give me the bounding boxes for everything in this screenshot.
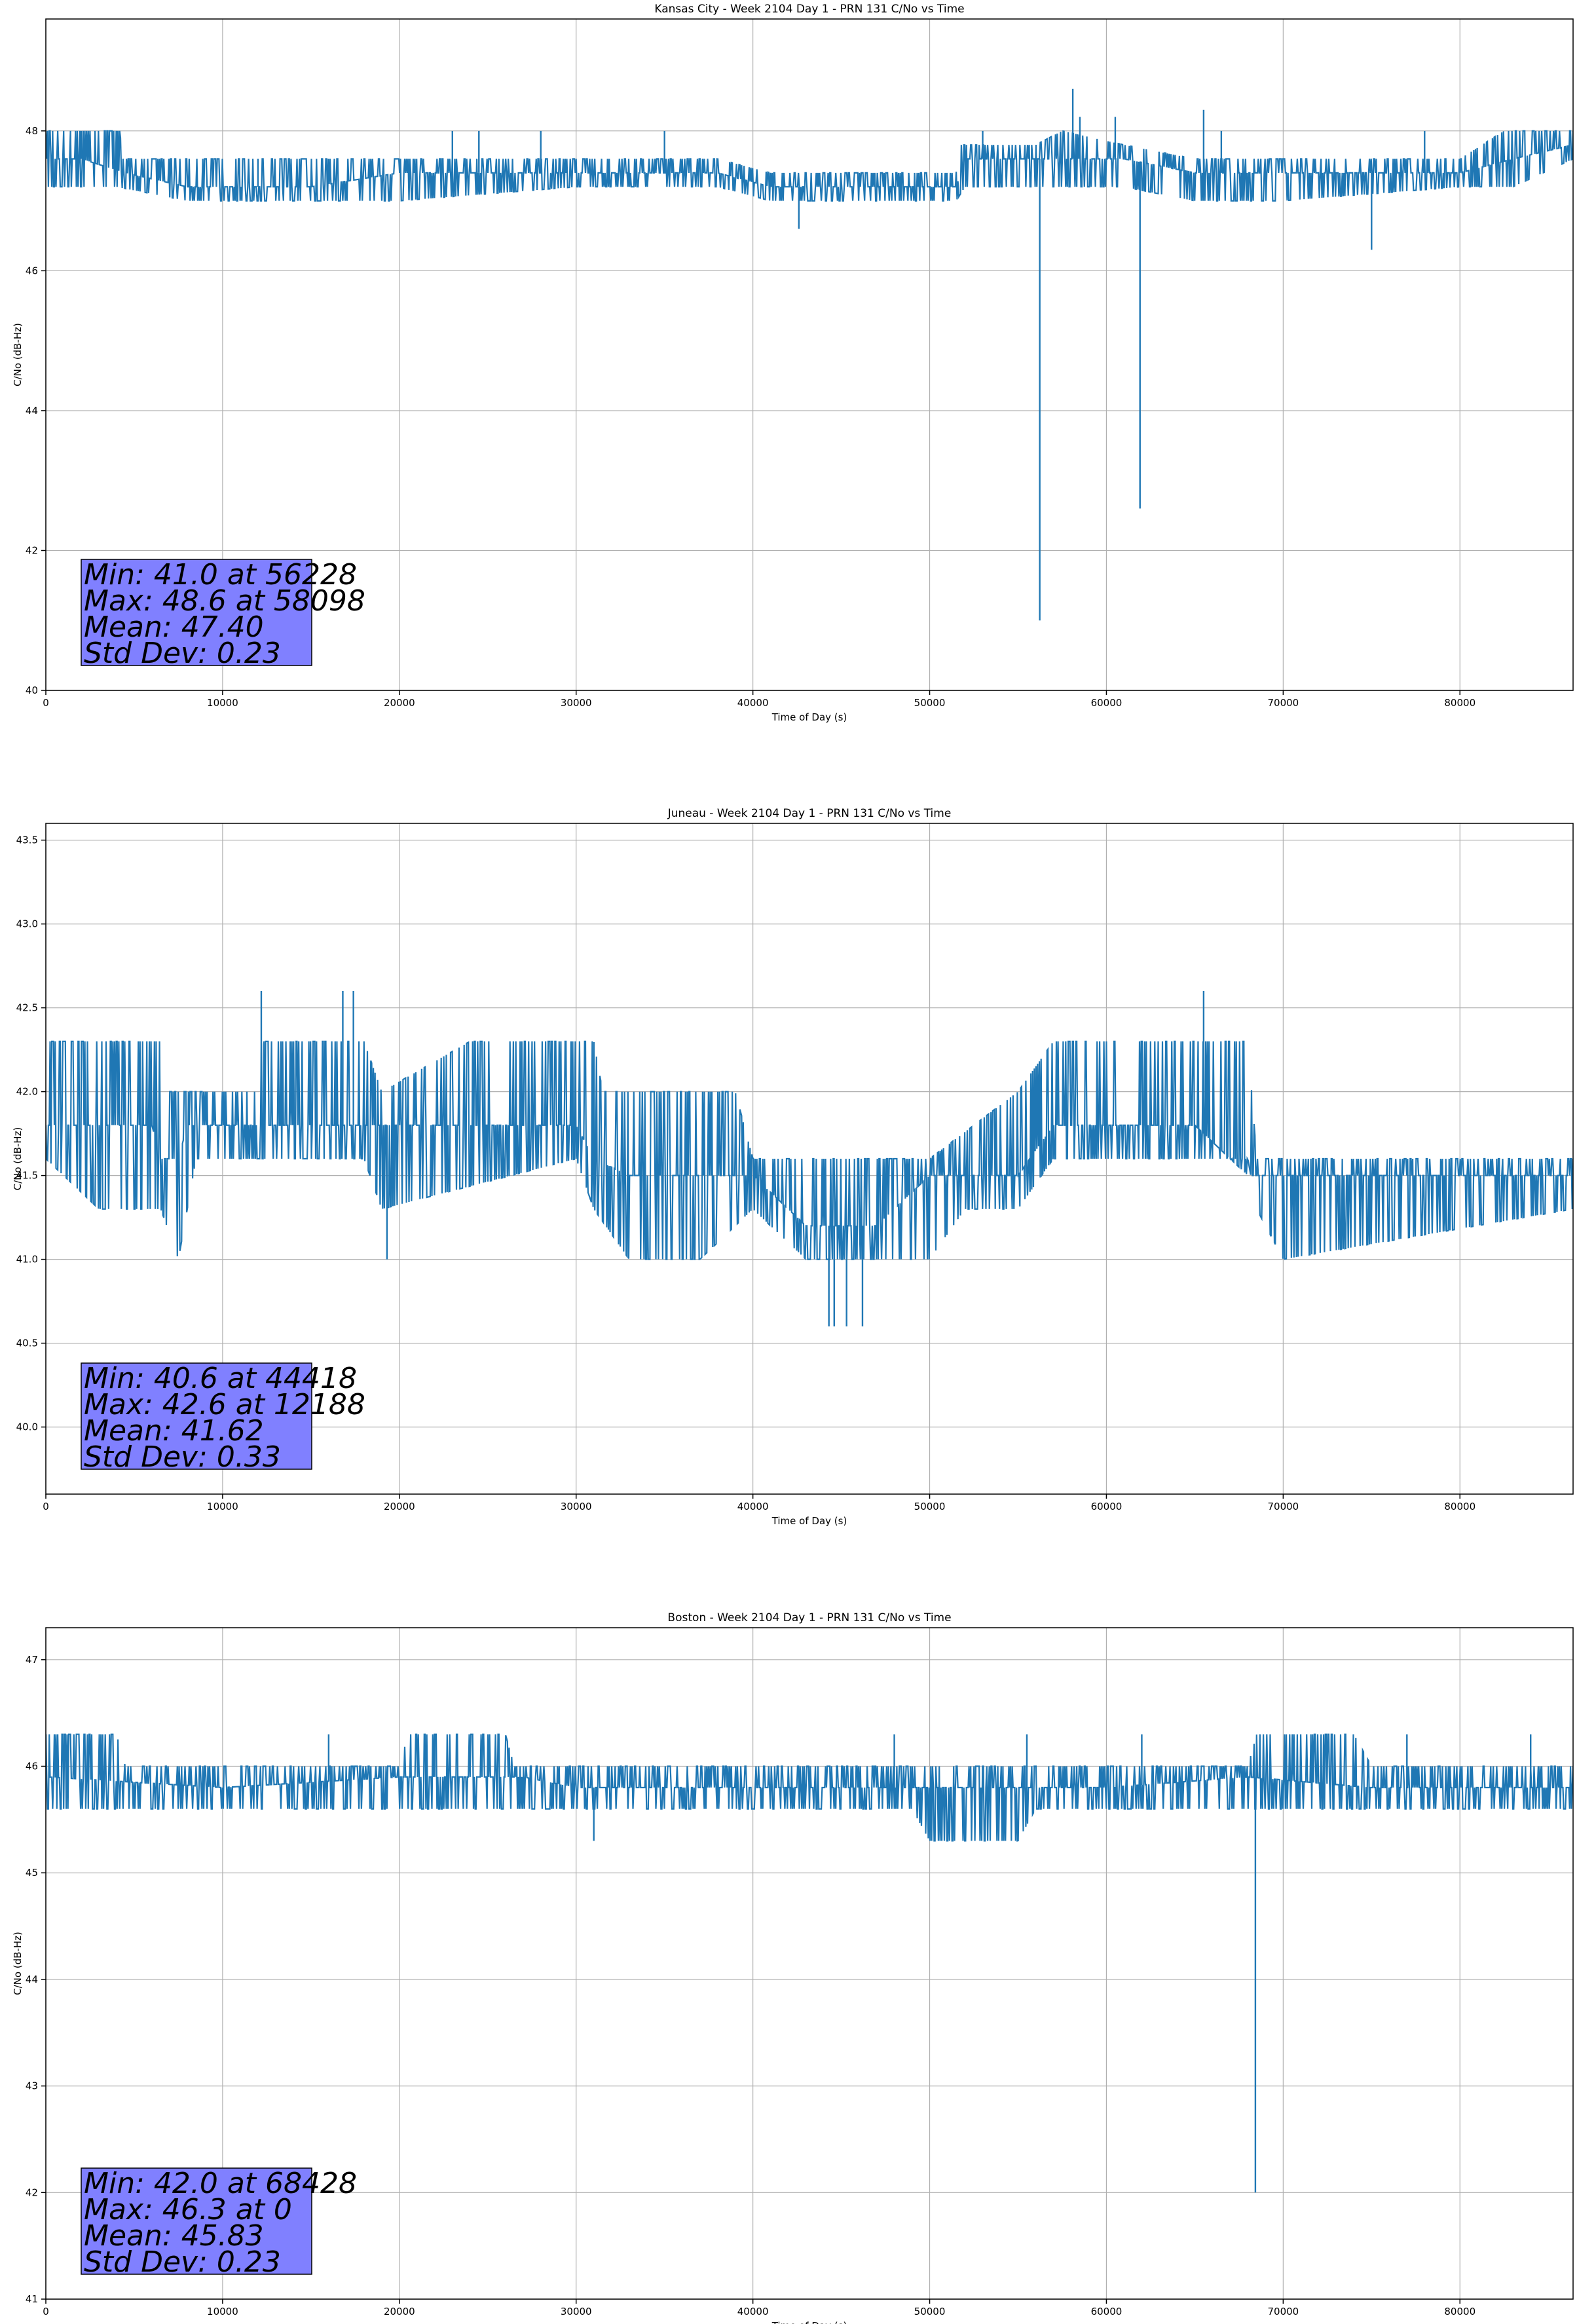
y-tick-label: 45	[26, 1867, 38, 1879]
x-tick-label: 10000	[207, 1501, 238, 1512]
x-tick-label: 40000	[737, 2306, 769, 2317]
stats-line: Max: 42.6 at 12188	[84, 1388, 365, 1421]
x-axis-label: Time of Day (s)	[771, 2320, 847, 2324]
x-tick-label: 10000	[207, 697, 238, 709]
chart-title: Kansas City - Week 2104 Day 1 - PRN 131 …	[654, 3, 964, 16]
x-tick-label: 30000	[561, 2306, 592, 2317]
y-tick-label: 41	[26, 2293, 38, 2305]
chart-panel-2: 0 10000 20000 30000 40000 50000 60000 70000 8000…	[12, 807, 1574, 1527]
stats-line: Mean: 47.40	[84, 610, 264, 644]
x-tick-label: 70000	[1267, 1501, 1299, 1512]
x-tick-label: 20000	[384, 2306, 415, 2317]
y-tick-label: 40.0	[16, 1421, 38, 1433]
x-tick-label: 70000	[1267, 697, 1299, 709]
y-tick-label: 46	[26, 265, 38, 276]
cno-series-line	[46, 1733, 1573, 1842]
y-tick-label: 42	[26, 2186, 38, 2198]
y-tick-label: 41.0	[16, 1254, 38, 1265]
x-axis-label: Time of Day (s)	[771, 1515, 847, 1527]
x-tick-label: 30000	[561, 697, 592, 709]
x-tick-label: 0	[43, 697, 49, 709]
y-tick-label: 43.0	[16, 918, 38, 930]
stats-line: Max: 46.3 at 0	[84, 2193, 292, 2226]
spikes	[260, 991, 1205, 1326]
x-tick-label: 50000	[914, 2306, 946, 2317]
y-tick-label: 44	[26, 1974, 38, 1985]
stats-line: Min: 42.0 at 68428	[84, 2167, 357, 2200]
x-tick-label: 60000	[1091, 2306, 1122, 2317]
x-tick-label: 0	[43, 2306, 49, 2317]
x-tick-label: 0	[43, 1501, 49, 1512]
spikes	[46, 1734, 1532, 2193]
y-tick-label: 40	[26, 684, 38, 696]
chart-title: Boston - Week 2104 Day 1 - PRN 131 C/No …	[667, 1611, 951, 1624]
chart-panel-3: 0 10000 20000 30000 40000 50000 60000 70000 8000…	[12, 1611, 1574, 2324]
x-tick-label: 80000	[1444, 2306, 1475, 2317]
y-axis-label: C/No (dB-Hz)	[12, 323, 24, 386]
x-tick-label: 60000	[1091, 1501, 1122, 1512]
x-axis-label: Time of Day (s)	[771, 711, 847, 723]
x-tick-label: 20000	[384, 1501, 415, 1512]
stats-line: Mean: 45.83	[84, 2219, 264, 2253]
y-tick-label: 42.5	[16, 1002, 38, 1014]
x-tick-label: 30000	[561, 1501, 592, 1512]
stats-box-background	[81, 2167, 312, 2275]
y-tick-label: 43	[26, 2080, 38, 2092]
x-tick-label: 10000	[207, 2306, 238, 2317]
stats-line: Max: 48.6 at 58098	[84, 584, 365, 618]
chart-panel-1: 0 10000 20000 30000 40000 50000 60000 70000 8000…	[12, 3, 1574, 723]
stats-box-background	[81, 559, 312, 666]
x-tick-label: 40000	[737, 1501, 769, 1512]
chart-title: Juneau - Week 2104 Day 1 - PRN 131 C/No …	[667, 807, 952, 820]
y-axis-label: C/No (dB-Hz)	[12, 1127, 24, 1191]
stats-line: Std Dev: 0.33	[84, 1440, 281, 1474]
x-tick-label: 40000	[737, 697, 769, 709]
y-tick-label: 43.5	[16, 834, 38, 846]
cno-series-line	[46, 130, 1573, 202]
stats-box-background	[81, 1362, 312, 1470]
stats-line: Mean: 41.62	[84, 1414, 264, 1448]
y-tick-label: 46	[26, 1761, 38, 1772]
y-axis-label: C/No (dB-Hz)	[12, 1932, 24, 1995]
x-tick-label: 50000	[914, 1501, 946, 1512]
y-tick-label: 42.0	[16, 1086, 38, 1098]
y-tick-label: 42	[26, 544, 38, 556]
y-tick-label: 44	[26, 405, 38, 417]
x-tick-label: 20000	[384, 697, 415, 709]
plot-frame	[45, 18, 1574, 691]
y-tick-label: 40.5	[16, 1338, 38, 1349]
stats-line: Min: 41.0 at 56228	[84, 558, 357, 591]
stats-line: Min: 40.6 at 44418	[84, 1362, 357, 1395]
plot-frame	[45, 1627, 1574, 2300]
x-tick-label: 50000	[914, 697, 946, 709]
stats-line: Std Dev: 0.23	[84, 637, 281, 670]
x-tick-label: 80000	[1444, 697, 1475, 709]
y-tick-label: 41.5	[16, 1170, 38, 1182]
x-tick-label: 70000	[1267, 2306, 1299, 2317]
plot-frame	[45, 823, 1574, 1495]
x-tick-label: 80000	[1444, 1501, 1475, 1512]
x-tick-label: 60000	[1091, 697, 1122, 709]
cno-series-line	[46, 1040, 1573, 1261]
y-tick-label: 47	[26, 1654, 38, 1666]
stats-line: Std Dev: 0.23	[84, 2245, 281, 2279]
spikes	[80, 88, 1426, 621]
y-tick-label: 48	[26, 125, 38, 137]
